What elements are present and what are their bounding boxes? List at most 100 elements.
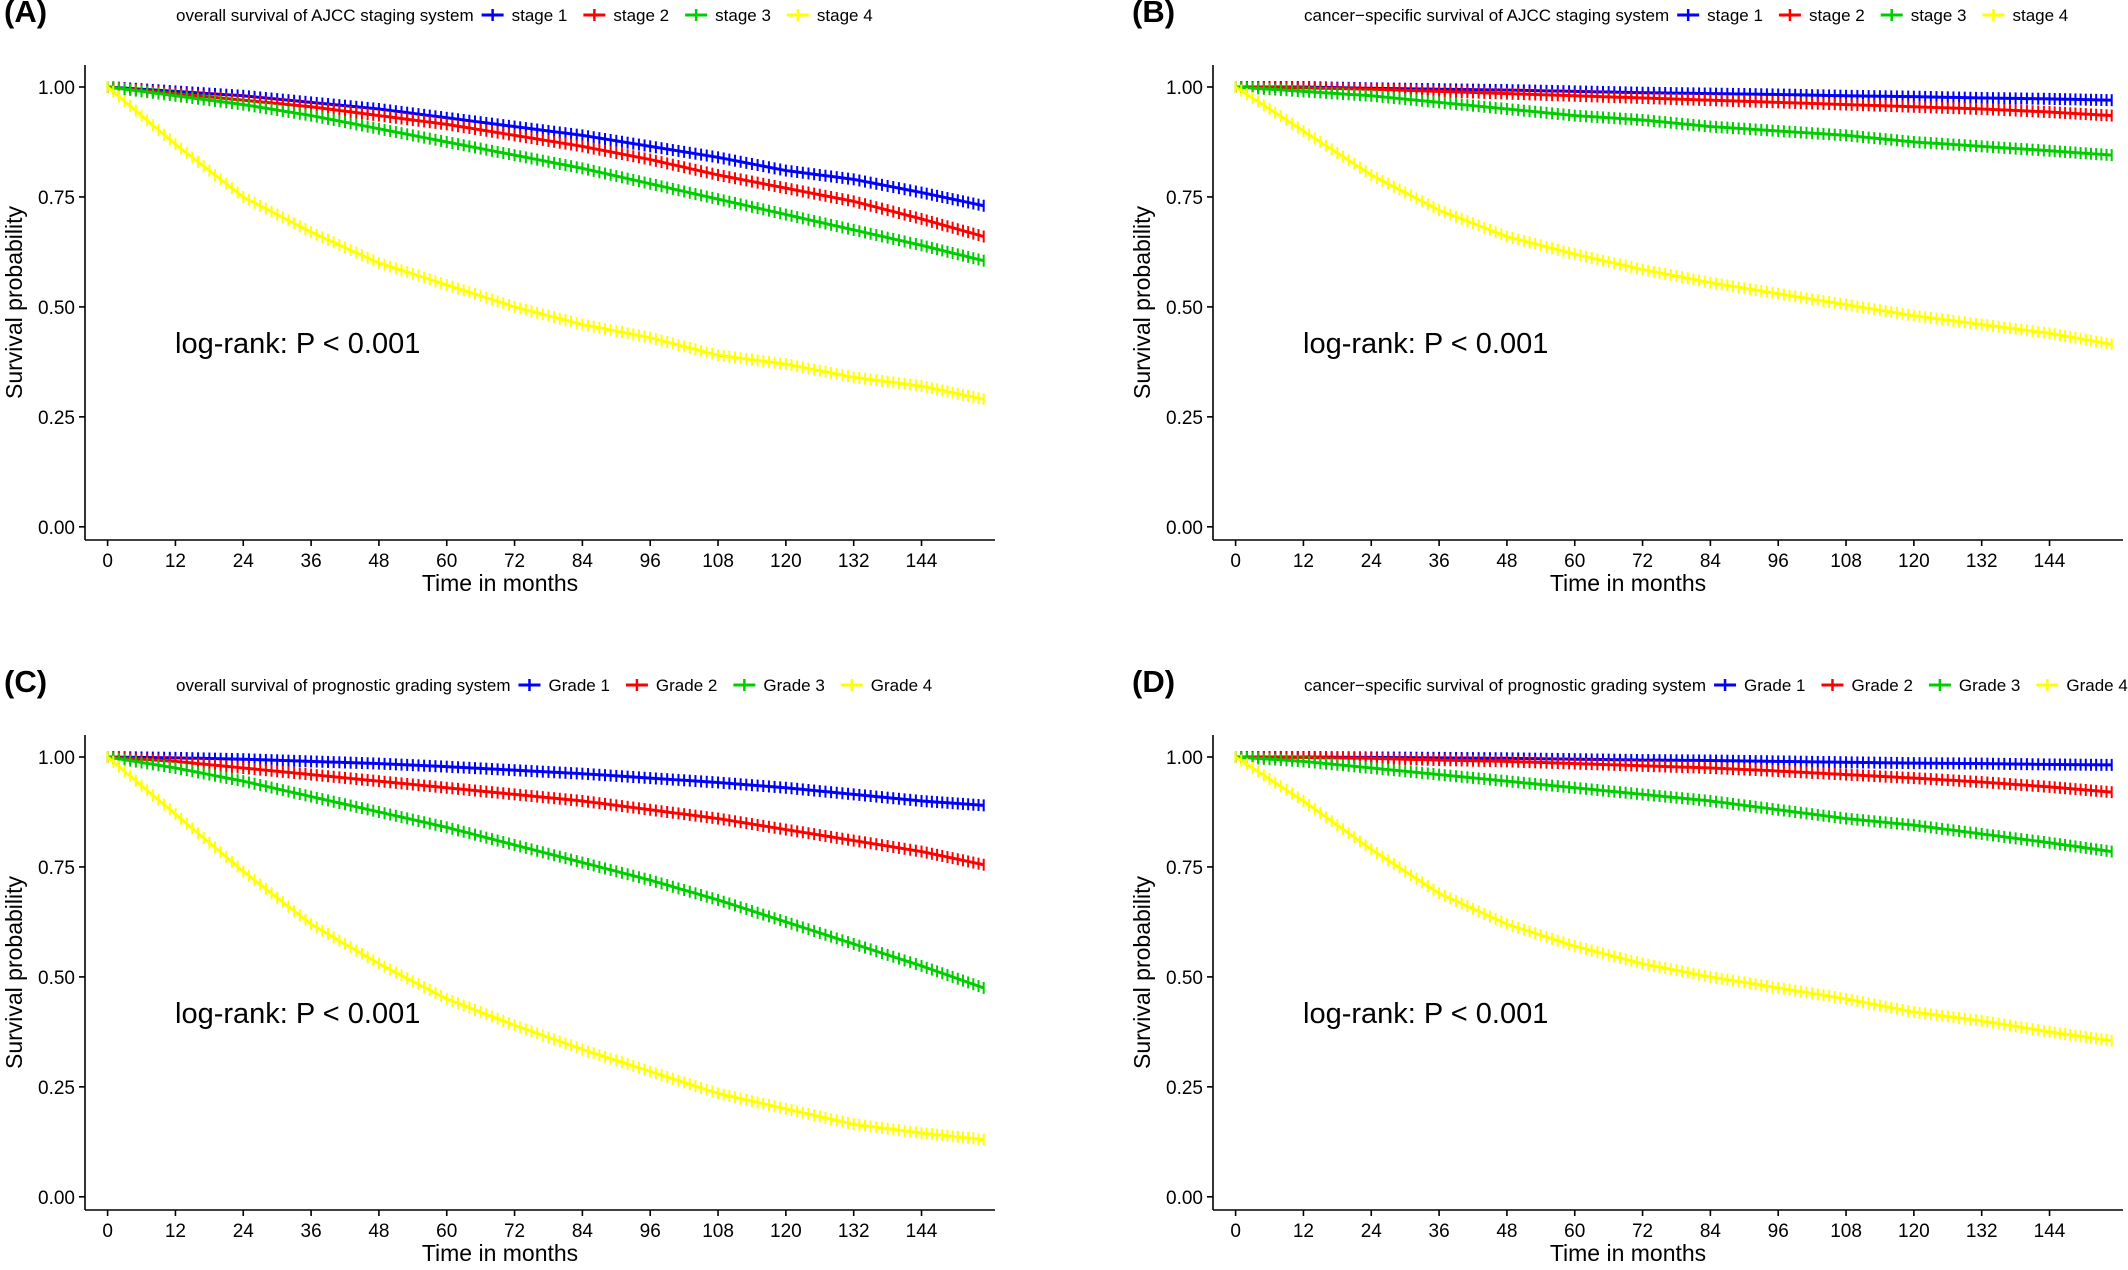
chart-panel-a: (A) overall survival of AJCC staging syst… — [1, 0, 995, 596]
y-tick-label: 0.00 — [1166, 1188, 1203, 1209]
panel-label: (C) — [4, 670, 47, 699]
x-tick-label: 96 — [1768, 551, 1789, 572]
legend-label: stage 3 — [1911, 6, 1967, 25]
legend-title: overall survival of AJCC staging system — [176, 6, 474, 25]
series-stage-1 — [1234, 80, 2113, 107]
x-tick-label: 144 — [2034, 551, 2066, 572]
legend-label: stage 1 — [512, 6, 568, 25]
series-stage-3 — [106, 80, 985, 267]
legend-label: stage 1 — [1707, 6, 1763, 25]
x-tick-label: 0 — [1230, 551, 1241, 572]
y-tick-label: 0.50 — [1166, 298, 1203, 319]
x-tick-label: 24 — [233, 1221, 255, 1242]
x-tick-label: 108 — [1830, 551, 1862, 572]
x-tick-label: 48 — [1496, 1221, 1517, 1242]
x-tick-label: 12 — [165, 551, 186, 572]
y-tick-label: 1.00 — [1166, 78, 1203, 99]
legend-title: overall survival of prognostic grading s… — [176, 676, 510, 695]
x-tick-label: 0 — [1230, 1221, 1241, 1242]
x-tick-label: 48 — [368, 1221, 389, 1242]
legend-label: Grade 2 — [1851, 676, 1912, 695]
chart-panel-d: (D) cancer−specific survival of prognosti… — [1129, 670, 2128, 1266]
y-tick-label: 0.75 — [38, 188, 75, 209]
y-tick-label: 0.25 — [1166, 408, 1203, 429]
legend-label: stage 3 — [715, 6, 771, 25]
series-grade-3 — [106, 750, 985, 994]
legend-label: Grade 1 — [548, 676, 609, 695]
series-line — [107, 85, 985, 263]
x-tick-label: 84 — [1700, 1221, 1722, 1242]
x-tick-label: 12 — [1293, 1221, 1314, 1242]
x-tick-label: 108 — [702, 551, 734, 572]
y-tick-label: 0.00 — [38, 518, 75, 539]
legend-label: stage 2 — [1809, 6, 1865, 25]
series-stage-2 — [1234, 80, 2113, 122]
x-tick-label: 84 — [1700, 551, 1722, 572]
y-tick-label: 0.00 — [1166, 518, 1203, 539]
series-grade-4 — [1234, 750, 2113, 1047]
y-tick-label: 0.25 — [1166, 1078, 1203, 1099]
x-tick-label: 36 — [1429, 1221, 1450, 1242]
x-tick-label: 120 — [770, 551, 802, 572]
legend-label: stage 2 — [613, 6, 669, 25]
x-tick-label: 84 — [572, 1221, 594, 1242]
x-tick-label: 96 — [640, 1221, 661, 1242]
y-tick-label: 1.00 — [38, 748, 75, 769]
x-tick-label: 96 — [640, 551, 661, 572]
x-tick-label: 72 — [1632, 1221, 1653, 1242]
x-tick-label: 0 — [102, 1221, 113, 1242]
x-tick-label: 132 — [1966, 1221, 1998, 1242]
series-stage-4 — [1234, 80, 2113, 351]
y-tick-label: 0.25 — [38, 1078, 75, 1099]
legend-label: Grade 1 — [1744, 676, 1805, 695]
series-line — [1235, 85, 2112, 118]
x-tick-label: 24 — [1361, 551, 1383, 572]
x-axis-title: Time in months — [1550, 570, 1706, 596]
legend-label: Grade 4 — [2066, 676, 2127, 695]
y-tick-label: 0.75 — [1166, 858, 1203, 879]
x-axis-title: Time in months — [1550, 1240, 1706, 1266]
legend-title: cancer−specific survival of AJCC staging… — [1304, 6, 1669, 25]
series-grade-2 — [1234, 750, 2113, 799]
x-tick-label: 96 — [1768, 1221, 1789, 1242]
legend-label: stage 4 — [817, 6, 873, 25]
x-tick-label: 72 — [504, 551, 525, 572]
x-tick-label: 36 — [1429, 551, 1450, 572]
x-tick-label: 24 — [233, 551, 255, 572]
x-tick-label: 24 — [1361, 1221, 1383, 1242]
series-grade-2 — [106, 750, 985, 871]
annotation-logrank: log-rank: P < 0.001 — [1303, 998, 1548, 1030]
x-tick-label: 144 — [906, 1221, 938, 1242]
legend-title: cancer−specific survival of prognostic g… — [1304, 676, 1706, 695]
x-tick-label: 12 — [165, 1221, 186, 1242]
series-stage-3 — [1234, 80, 2113, 162]
x-tick-label: 72 — [1632, 551, 1653, 572]
x-tick-label: 48 — [368, 551, 389, 572]
y-axis-title: Survival probability — [1, 875, 27, 1069]
y-tick-label: 1.00 — [38, 78, 75, 99]
annotation-logrank: log-rank: P < 0.001 — [175, 328, 420, 360]
series-line — [107, 755, 985, 990]
series-line — [1234, 85, 2112, 346]
annotation-logrank: log-rank: P < 0.001 — [1303, 328, 1548, 360]
x-tick-label: 60 — [436, 551, 457, 572]
panel-label: (A) — [4, 0, 47, 29]
y-tick-label: 0.50 — [1166, 968, 1203, 989]
x-tick-label: 132 — [838, 551, 870, 572]
y-tick-label: 0.00 — [38, 1188, 75, 1209]
series-grade-4 — [106, 750, 985, 1146]
x-tick-label: 120 — [1898, 551, 1930, 572]
x-axis-title: Time in months — [422, 1240, 578, 1266]
x-tick-label: 48 — [1496, 551, 1517, 572]
x-tick-label: 144 — [2034, 1221, 2066, 1242]
legend-label: Grade 3 — [1959, 676, 2020, 695]
y-axis-title: Survival probability — [1129, 205, 1155, 399]
x-tick-label: 120 — [1898, 1221, 1930, 1242]
y-tick-label: 1.00 — [1166, 748, 1203, 769]
annotation-logrank: log-rank: P < 0.001 — [175, 998, 420, 1030]
y-tick-label: 0.75 — [38, 858, 75, 879]
x-tick-label: 36 — [301, 551, 322, 572]
x-tick-label: 72 — [504, 1221, 525, 1242]
y-tick-label: 0.50 — [38, 298, 75, 319]
